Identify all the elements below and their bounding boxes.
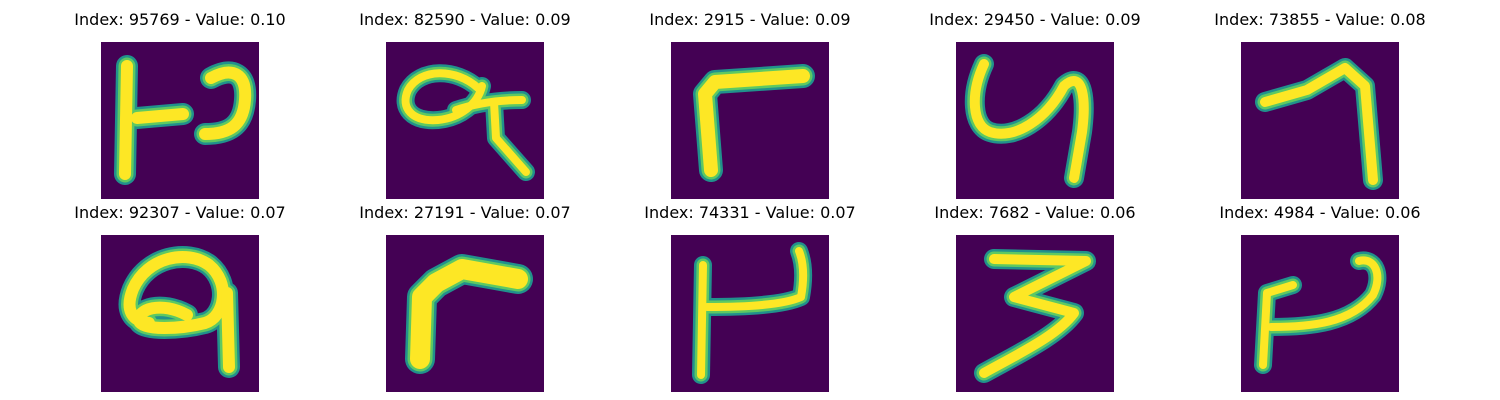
panel-title: Index: 7682 - Value: 0.06 [934,203,1136,222]
image-panel-9: Index: 7682 - Value: 0.06 [885,201,1185,392]
digit-image [1241,42,1399,199]
image-panel-2: Index: 82590 - Value: 0.09 [315,8,615,199]
panel-title: Index: 27191 - Value: 0.07 [359,203,571,222]
glyph-6-image [101,235,259,392]
glyph-3-image [671,42,829,199]
panel-title: Index: 95769 - Value: 0.10 [74,10,286,29]
glyph-9-image [956,235,1114,392]
panel-title: Index: 74331 - Value: 0.07 [644,203,856,222]
image-panel-1: Index: 95769 - Value: 0.10 [30,8,330,199]
digit-image [671,42,829,199]
glyph-1-image [101,42,259,199]
glyph-10-image [1241,235,1399,392]
glyph-8-image [671,235,829,392]
image-panel-3: Index: 2915 - Value: 0.09 [600,8,900,199]
panel-title: Index: 2915 - Value: 0.09 [649,10,851,29]
glyph-7-image [386,235,544,392]
glyph-5-image [1241,42,1399,199]
image-panel-5: Index: 73855 - Value: 0.08 [1170,8,1470,199]
digit-image [1241,235,1399,392]
digit-image [956,235,1114,392]
digit-image [386,235,544,392]
image-panel-10: Index: 4984 - Value: 0.06 [1170,201,1470,392]
image-panel-8: Index: 74331 - Value: 0.07 [600,201,900,392]
digit-image [101,235,259,392]
panel-title: Index: 92307 - Value: 0.07 [74,203,286,222]
panel-title: Index: 29450 - Value: 0.09 [929,10,1141,29]
panel-title: Index: 73855 - Value: 0.08 [1214,10,1426,29]
digit-image [671,235,829,392]
image-panel-6: Index: 92307 - Value: 0.07 [30,201,330,392]
image-panel-4: Index: 29450 - Value: 0.09 [885,8,1185,199]
image-panel-7: Index: 27191 - Value: 0.07 [315,201,615,392]
glyph-4-image [956,42,1114,199]
panel-title: Index: 82590 - Value: 0.09 [359,10,571,29]
digit-image [956,42,1114,199]
digit-image [386,42,544,199]
panel-title: Index: 4984 - Value: 0.06 [1219,203,1421,222]
digit-image [101,42,259,199]
glyph-2-image [386,42,544,199]
